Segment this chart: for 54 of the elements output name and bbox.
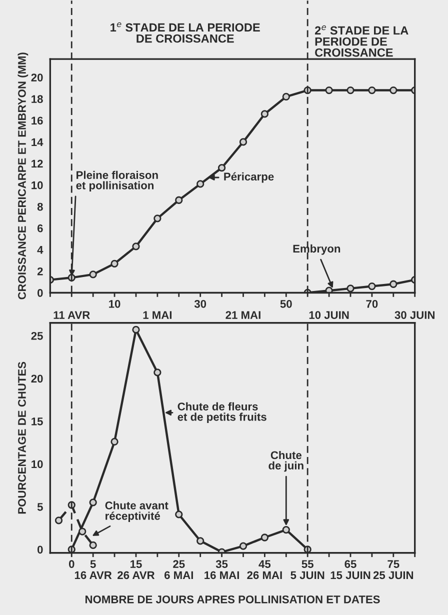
- y-tick-label: 5: [37, 503, 43, 511]
- x2-tick-label: 15 JUIN: [330, 571, 370, 580]
- y-tick-label: 25: [31, 332, 43, 340]
- x-tick-label: 30: [194, 300, 206, 308]
- x2-tick-label: 26 MAI: [247, 571, 282, 580]
- x2-tick-label: 6 MAI: [164, 571, 193, 580]
- annotation: Pleine floraison et pollinisation: [76, 170, 158, 192]
- x-axis-title: NOMBRE DE JOURS APRES POLLINISATION ET DATES: [86, 595, 380, 604]
- y-tick-label: 16: [32, 116, 43, 125]
- x2-tick-label: 16 MAI: [204, 571, 239, 580]
- x-tick-label: 35: [216, 560, 228, 568]
- y-tick-label: 15: [32, 418, 43, 426]
- x-tick-label: 5: [90, 560, 96, 568]
- x-tick-label: 45: [258, 560, 271, 568]
- y-tick-label: 2: [37, 267, 43, 276]
- x-tick-label: 0: [68, 560, 74, 568]
- annotation: Embryon: [293, 244, 340, 255]
- y-tick-label: 10: [32, 181, 43, 190]
- x2-tick-label: 1 MAI: [143, 311, 172, 319]
- y-tick-label: 6: [37, 224, 43, 232]
- x-tick-label: 65: [344, 560, 356, 568]
- x2-tick-label: 5 JUIN: [290, 571, 324, 580]
- y-tick-label: 12: [32, 160, 43, 168]
- text: 1$^{e}$ STADE DE LA PERIODE DE CROISSANCE: [110, 22, 260, 43]
- annotation: Chute de juin: [268, 450, 304, 472]
- y-tick-label: 4: [37, 246, 44, 254]
- y-tick-label: 10: [32, 460, 43, 468]
- x2-tick-label: 11 AVR: [54, 311, 90, 319]
- y-axis-title: POURCENTAGE DE CHUTES: [18, 362, 26, 514]
- y-axis-title: CROISSANCE PERICARPE ET EMBRYON (MM): [18, 52, 28, 300]
- x2-tick-label: 16 AVR: [74, 571, 112, 580]
- x-tick-label: 15: [130, 560, 142, 568]
- y-tick-label: 20: [31, 74, 43, 82]
- y-tick-label: 0: [37, 289, 43, 297]
- y-tick-label: 20: [31, 374, 43, 383]
- x-tick-label: 55: [302, 560, 314, 568]
- x2-tick-label: 10 JUIN: [309, 311, 349, 319]
- annotation: Chute de fleurs et de petits fruits: [178, 402, 266, 424]
- x-tick-label: 75: [388, 560, 400, 568]
- x-tick-label: 10: [109, 300, 120, 308]
- y-tick-label: 14: [32, 138, 44, 146]
- x2-tick-label: 26 AVR: [118, 571, 155, 580]
- annotation: Chute avant réceptivité: [105, 501, 168, 522]
- x2-tick-label: 21 MAI: [226, 311, 260, 319]
- text: 2$^{e}$ STADE DE LA PERIODE DE CROISSANCE: [314, 25, 408, 57]
- x2-tick-label: 30 JUIN: [394, 311, 434, 319]
- annotation: Péricarpe: [224, 172, 274, 183]
- y-tick-label: 0: [37, 546, 43, 554]
- x-tick-label: 70: [366, 300, 378, 308]
- y-tick-label: 18: [32, 95, 43, 104]
- x-tick-label: 50: [280, 300, 292, 308]
- y-tick-label: 8: [37, 202, 43, 211]
- x2-tick-label: 25 JUIN: [373, 571, 414, 580]
- x-tick-label: 25: [173, 560, 185, 568]
